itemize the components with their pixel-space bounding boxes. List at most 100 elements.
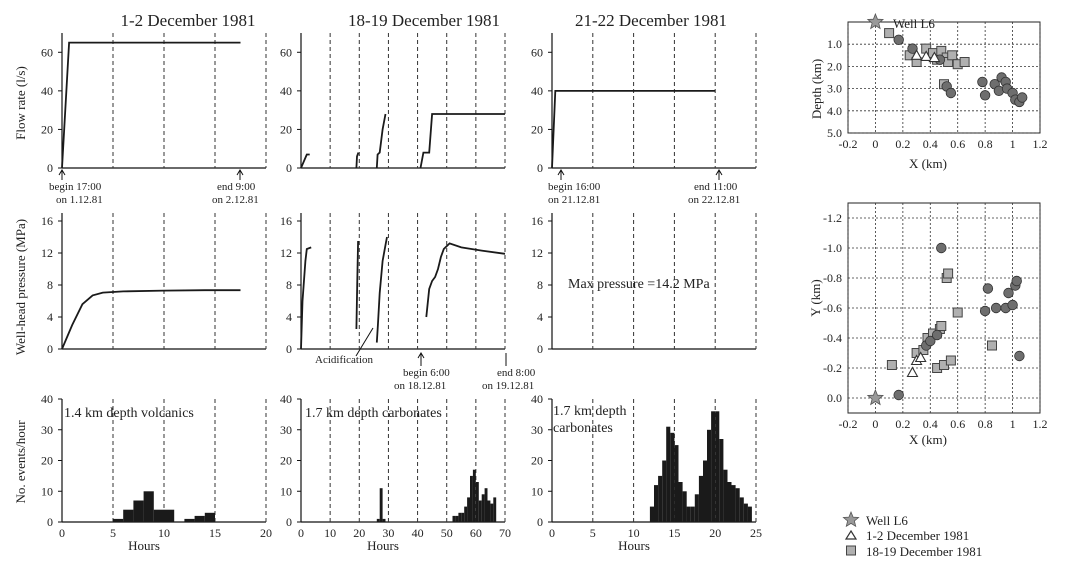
plan-map-triangle-2 [914,351,927,363]
depth-map-circle-6 [979,90,991,101]
depth-map-ytick-1: 2.0 [827,59,842,73]
events-xtick-label-1-40: 40 [412,526,424,540]
annotation-begin-2a: begin 6:00 [403,367,450,379]
inset-label-col-3a: 1.7 km depth [553,404,627,419]
legend: Well L6 1-2 December 1981 18-19 December… [842,510,982,559]
depth-map-circle-15 [1017,92,1028,103]
event-bar-1-10 [472,469,476,522]
event-bar-2-11 [694,494,699,522]
title-col-1: 1-2 December 1981 [120,11,255,30]
depth-map-frame [847,21,1041,134]
event-bar-0-6 [184,518,195,522]
flow-ytick-label-0-60: 60 [41,45,53,59]
events-ytick-label-2-30: 30 [531,423,543,437]
depth-map-square-12 [959,57,970,67]
event-bar-1-3 [452,515,456,522]
annotation-end-3b: on 22.12.81 [688,194,740,206]
plan-map-circle-10 [1007,299,1018,311]
inset-label-col-1: 1.4 km depth volcanics [64,406,194,421]
plan-map-x-label: X (km) [909,432,947,447]
annotation-end-1a: end 9:00 [217,181,256,193]
pressure-line-1-0 [300,246,312,350]
pressure-line-1-3 [425,242,506,318]
event-bar-1-1 [379,488,383,522]
plan-y-axis-label: Y (km) [808,279,823,316]
title-col-3: 21-22 December 1981 [575,11,727,30]
flow-line-1-0 [300,153,310,169]
pressure-axis-label: Well-head pressure (MPa) [13,219,28,355]
event-bar-2-24 [747,506,752,522]
event-bar-1-2 [382,518,386,522]
plan-map-ytick-2: -0.4 [823,331,842,345]
arrow-begin-3-head [557,169,565,176]
events-x-label-1: Hours [367,538,399,553]
depth-map-ytick-2: 3.0 [827,82,842,96]
events-xtick-label-2-10: 10 [628,526,640,540]
event-bar-0-3 [143,491,154,523]
events-ytick-label-1-0: 0 [286,515,292,529]
depth-map-well-star [866,12,885,30]
event-bar-1-14 [484,488,488,522]
event-bar-2-0 [649,506,654,522]
plan-map-circle-5 [979,305,991,317]
plan-map-circle-2 [925,335,936,347]
plan-map-square-7 [936,321,947,331]
depth-map-ytick-0: 1.0 [827,37,842,51]
event-bar-2-20 [731,485,736,522]
well-l6-label: Well L6 [893,16,935,31]
annotation-begin-1b: on 1.12.81 [56,194,103,206]
flow-ytick-label-2-60: 60 [531,45,543,59]
events-xtick-label-1-50: 50 [441,526,453,540]
event-bar-2-17 [719,439,724,522]
events-xtick-label-1-70: 70 [499,526,511,540]
events-axis-label: No. events/hour [13,420,28,504]
max-pressure-note: Max pressure =14.2 MPa [568,277,710,292]
flow-ytick-label-2-20: 20 [531,122,543,136]
plan-map-square-11 [945,355,956,366]
event-bar-1-13 [481,494,485,522]
flow-rate-axis-label: Flow rate (l/s) [13,66,28,140]
depth-map-x-label: X (km) [909,156,947,171]
depth-map-xtick-0.2: 0.2 [895,137,910,151]
events-x-label-2: Hours [618,538,650,553]
plan-map-ytick-0: 0.0 [827,391,842,405]
event-bar-2-4 [666,426,671,522]
plan-map-circle-9 [1003,287,1014,299]
plan-map-square-13 [987,340,997,351]
events-ytick-label-0-0: 0 [47,515,53,529]
flow-ytick-label-2-0: 0 [537,161,543,175]
event-bar-1-15 [487,500,491,522]
flow-ytick-label-0-40: 40 [41,84,53,98]
event-bar-2-16 [715,411,720,522]
event-bar-1-8 [467,497,470,522]
events-xtick-label-0-20: 20 [260,526,272,540]
pressure-ytick-label-1-8: 8 [286,278,292,292]
plan-map-xtick-0: 0 [872,417,878,431]
flow-ytick-label-0-0: 0 [47,161,53,175]
plan-map-ytick-4: -0.8 [823,271,842,285]
flow-line-1-3 [419,113,505,169]
pressure-ytick-label-2-0: 0 [537,342,543,356]
event-bar-1-5 [458,512,462,522]
flow-line-0 [61,41,241,169]
annotation-begin-1a: begin 17:00 [49,181,102,193]
pressure-ytick-label-1-0: 0 [286,342,292,356]
plan-map-xtick-0.8: 0.8 [978,417,993,431]
event-bar-1-7 [464,506,468,522]
flow-line-2 [551,90,716,169]
depth-map-ytick-4: 5.0 [827,126,842,140]
events-xtick-label-1-30: 30 [382,526,394,540]
depth-axis-label: Depth (km) [809,59,824,119]
flow-line-1-1 [355,152,360,169]
plan-map-circle-4 [936,242,947,254]
events-ytick-label-1-30: 30 [280,423,292,437]
arrow-acidification [355,327,374,357]
depth-map-circle-4 [945,87,957,99]
event-bar-1-6 [461,512,465,522]
event-bar-0-1 [123,509,134,522]
plan-map-square-10 [943,268,954,279]
events-xtick-label-1-60: 60 [470,526,482,540]
event-bar-2-1 [654,485,659,522]
events-ytick-label-0-40: 40 [41,392,53,406]
